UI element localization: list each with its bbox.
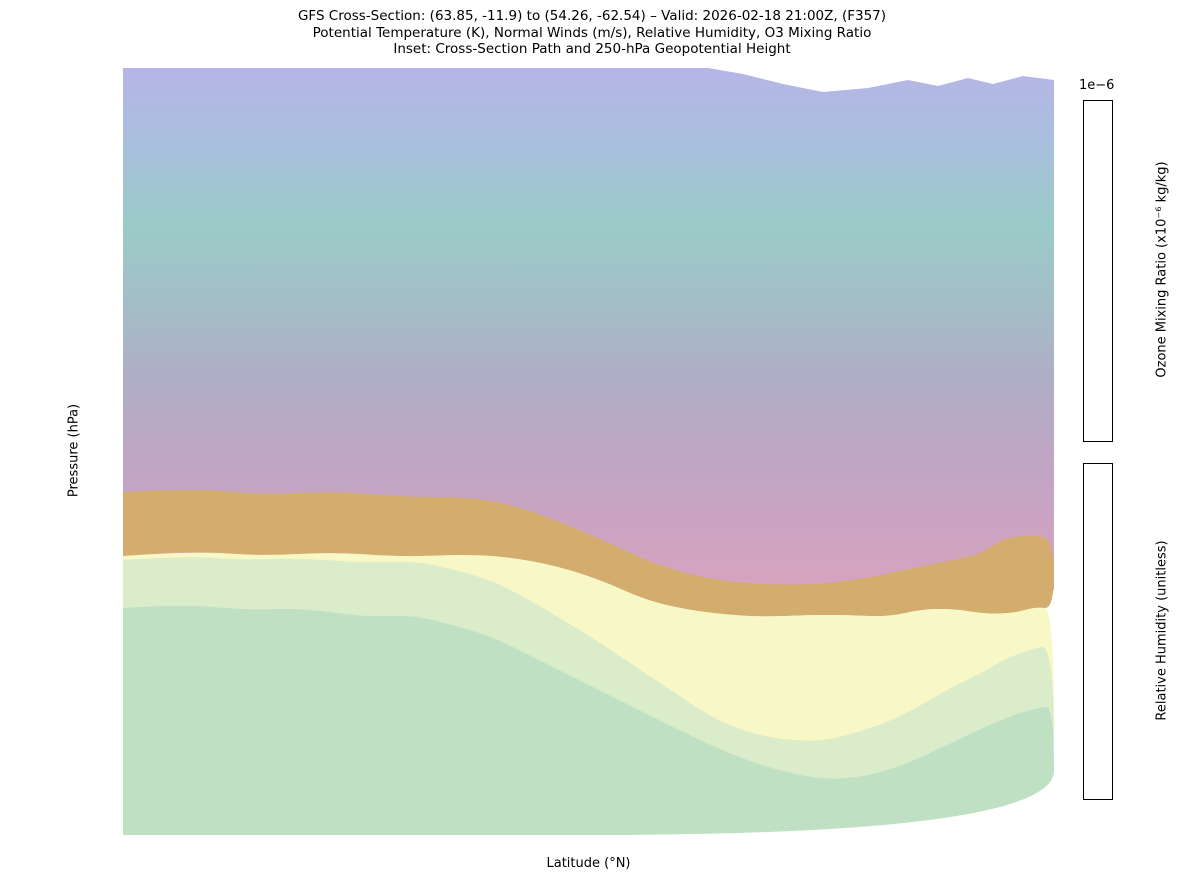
inset-map: [8, 70, 248, 240]
title-line-2: Potential Temperature (K), Normal Winds …: [312, 24, 872, 41]
ozone-colorbar-offset-label: 1e−6: [1079, 78, 1115, 93]
title-line-1: GFS Cross-Section: (63.85, -11.9) to (54…: [297, 8, 887, 24]
title-line-3: Inset: Cross-Section Path and 250-hPa Ge…: [393, 41, 791, 57]
rh-colorbar-label: Relative Humidity (unitless): [1154, 540, 1170, 721]
ozone-colorbar-label: Ozone Mixing Ratio (x10⁻⁶ kg/kg): [1154, 161, 1170, 378]
rh-colorbar: [1083, 463, 1113, 800]
y-axis-label: Pressure (hPa): [66, 403, 82, 498]
ozone-colorbar: [1083, 100, 1113, 442]
cross-section-plot: [123, 68, 1054, 835]
chart-title: GFS Cross-Section: (63.85, -11.9) to (54…: [0, 8, 1184, 58]
x-axis-label: Latitude (°N): [546, 856, 631, 871]
